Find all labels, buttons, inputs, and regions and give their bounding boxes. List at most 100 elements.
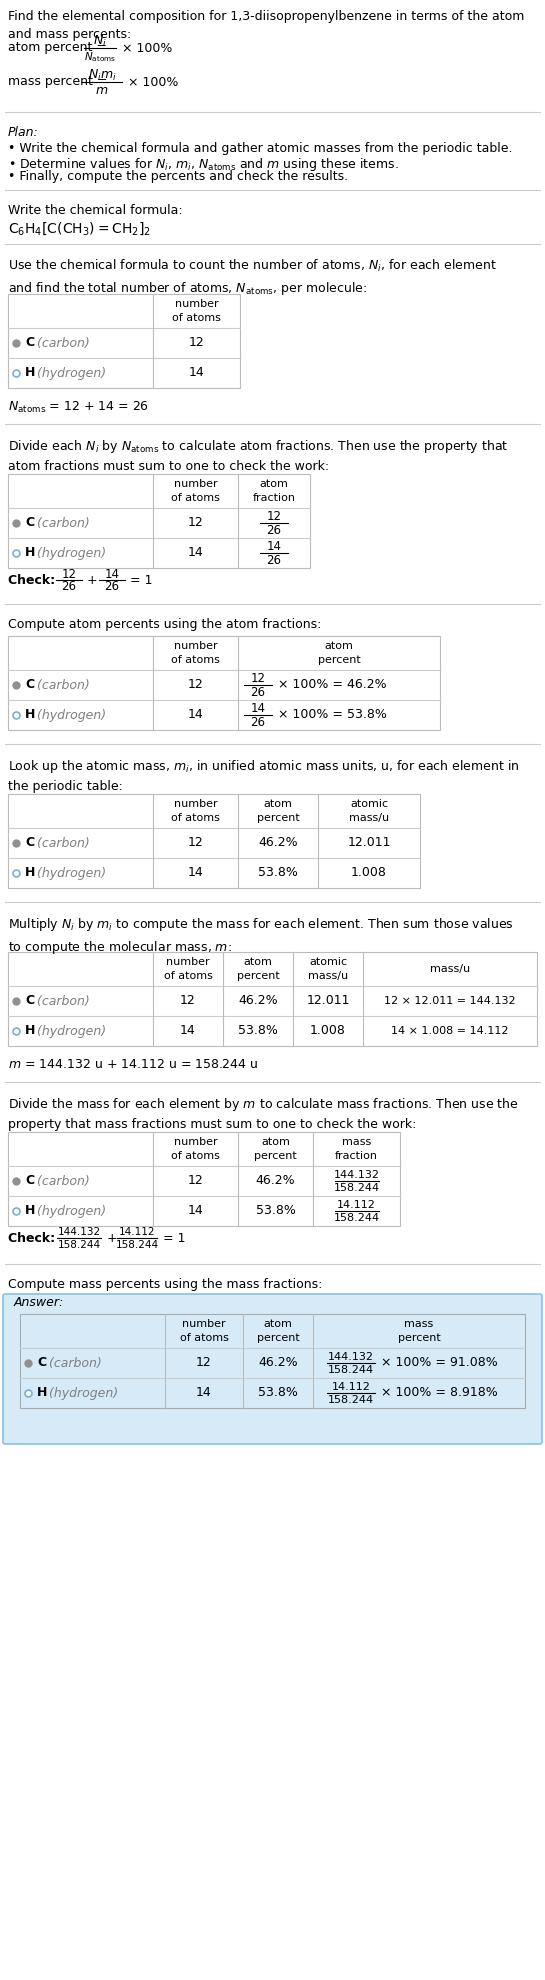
- Text: C: C: [25, 836, 34, 849]
- Text: (hydrogen): (hydrogen): [33, 1024, 106, 1038]
- Text: atom percent =: atom percent =: [8, 42, 111, 55]
- Text: mass
fraction: mass fraction: [335, 1137, 378, 1160]
- Text: 12: 12: [196, 1356, 212, 1370]
- Text: 158.244: 158.244: [334, 1182, 379, 1194]
- Text: number
of atoms: number of atoms: [172, 299, 221, 323]
- Text: 53.8%: 53.8%: [256, 1204, 295, 1218]
- Text: 144.132: 144.132: [328, 1352, 374, 1362]
- FancyBboxPatch shape: [3, 1295, 542, 1443]
- Text: 46.2%: 46.2%: [256, 1174, 295, 1188]
- Text: Check:: Check:: [8, 1232, 59, 1245]
- Text: 26: 26: [251, 715, 265, 729]
- Text: × 100%: × 100%: [128, 75, 178, 89]
- Text: Use the chemical formula to count the number of atoms, $N_i$, for each element
a: Use the chemical formula to count the nu…: [8, 257, 497, 297]
- Text: (carbon): (carbon): [33, 337, 90, 350]
- Text: 158.244: 158.244: [116, 1239, 159, 1249]
- Text: 53.8%: 53.8%: [238, 1024, 278, 1038]
- Text: Divide the mass for each element by $m$ to calculate mass fractions. Then use th: Divide the mass for each element by $m$ …: [8, 1097, 519, 1131]
- Text: atom
percent: atom percent: [237, 958, 280, 980]
- Text: (hydrogen): (hydrogen): [45, 1386, 118, 1400]
- Text: $N_i m_i$: $N_i m_i$: [88, 67, 116, 83]
- Bar: [8, 473, 310, 568]
- Text: Look up the atomic mass, $m_i$, in unified atomic mass units, u, for each elemen: Look up the atomic mass, $m_i$, in unifi…: [8, 758, 519, 794]
- Text: Write the chemical formula:: Write the chemical formula:: [8, 204, 183, 218]
- Text: number
of atoms: number of atoms: [171, 479, 220, 503]
- Bar: [8, 293, 240, 388]
- Text: (carbon): (carbon): [33, 1174, 90, 1188]
- Text: $\mathrm{C_6H_4[C(CH_3){=}CH_2]_2}$: $\mathrm{C_6H_4[C(CH_3){=}CH_2]_2}$: [8, 220, 151, 238]
- Text: H: H: [25, 867, 35, 879]
- Text: 12: 12: [187, 1174, 203, 1188]
- Text: C: C: [25, 1174, 34, 1188]
- Text: (hydrogen): (hydrogen): [33, 546, 106, 560]
- Text: 46.2%: 46.2%: [258, 836, 298, 849]
- Text: 14: 14: [267, 541, 282, 554]
- Text: 12.011: 12.011: [347, 836, 391, 849]
- Text: 12: 12: [187, 517, 203, 529]
- Text: 14: 14: [196, 1386, 212, 1400]
- Text: H: H: [25, 1024, 35, 1038]
- Text: 12: 12: [187, 679, 203, 691]
- Text: (carbon): (carbon): [33, 679, 90, 691]
- Text: 158.244: 158.244: [328, 1364, 374, 1374]
- Text: 26: 26: [62, 580, 76, 594]
- Text: C: C: [25, 679, 34, 691]
- Text: atom
fraction: atom fraction: [252, 479, 295, 503]
- Text: number
of atoms: number of atoms: [164, 958, 213, 980]
- Text: atom
percent: atom percent: [318, 642, 360, 665]
- Text: (carbon): (carbon): [33, 517, 90, 529]
- Bar: [8, 794, 420, 887]
- Text: 14: 14: [187, 1204, 203, 1218]
- Text: 14 × 1.008 = 14.112: 14 × 1.008 = 14.112: [391, 1026, 508, 1036]
- Text: × 100% = 91.08%: × 100% = 91.08%: [381, 1356, 498, 1370]
- Text: 12.011: 12.011: [306, 994, 350, 1008]
- Text: (carbon): (carbon): [33, 836, 90, 849]
- Text: 144.132: 144.132: [57, 1228, 101, 1238]
- Text: H: H: [25, 366, 35, 380]
- Text: 12: 12: [180, 994, 196, 1008]
- Text: 46.2%: 46.2%: [258, 1356, 298, 1370]
- Text: (hydrogen): (hydrogen): [33, 366, 106, 380]
- Text: = 1: = 1: [163, 1232, 185, 1245]
- Text: × 100% = 53.8%: × 100% = 53.8%: [278, 709, 387, 721]
- Text: × 100% = 46.2%: × 100% = 46.2%: [278, 679, 386, 691]
- Text: (hydrogen): (hydrogen): [33, 867, 106, 879]
- Text: 14: 14: [180, 1024, 196, 1038]
- Text: (hydrogen): (hydrogen): [33, 709, 106, 721]
- Text: 14: 14: [187, 867, 203, 879]
- Text: × 100% = 8.918%: × 100% = 8.918%: [381, 1386, 498, 1400]
- Text: (carbon): (carbon): [33, 994, 90, 1008]
- Text: 14: 14: [187, 709, 203, 721]
- Text: Plan:: Plan:: [8, 127, 39, 139]
- Text: atom
percent: atom percent: [257, 1319, 299, 1342]
- Text: $m$ = 144.132 u + 14.112 u = 158.244 u: $m$ = 144.132 u + 14.112 u = 158.244 u: [8, 1057, 258, 1071]
- Text: 12: 12: [187, 836, 203, 849]
- Text: Find the elemental composition for 1,3-diisopropenylbenzene in terms of the atom: Find the elemental composition for 1,3-d…: [8, 10, 524, 42]
- Text: H: H: [37, 1386, 47, 1400]
- Bar: [8, 1133, 400, 1226]
- Text: 26: 26: [267, 554, 282, 566]
- Text: (carbon): (carbon): [45, 1356, 102, 1370]
- Text: 158.244: 158.244: [334, 1214, 379, 1224]
- Text: 14.112: 14.112: [337, 1200, 376, 1210]
- Text: 26: 26: [267, 523, 282, 537]
- Text: 12: 12: [267, 511, 282, 523]
- Text: 14: 14: [105, 568, 119, 580]
- Text: (hydrogen): (hydrogen): [33, 1204, 106, 1218]
- Text: 158.244: 158.244: [328, 1396, 374, 1406]
- Bar: [8, 952, 537, 1045]
- Text: Multiply $N_i$ by $m_i$ to compute the mass for each element. Then sum those val: Multiply $N_i$ by $m_i$ to compute the m…: [8, 917, 514, 956]
- Text: $m$: $m$: [95, 85, 108, 97]
- Text: C: C: [25, 337, 34, 350]
- Text: atom
percent: atom percent: [257, 800, 299, 822]
- Text: Check:: Check:: [8, 574, 59, 586]
- Text: 14: 14: [187, 546, 203, 560]
- Text: mass
percent: mass percent: [398, 1319, 440, 1342]
- Text: Compute atom percents using the atom fractions:: Compute atom percents using the atom fra…: [8, 618, 322, 632]
- Text: 14.112: 14.112: [119, 1228, 155, 1238]
- Text: 12: 12: [189, 337, 204, 350]
- Text: H: H: [25, 546, 35, 560]
- Text: $N_{\mathrm{atoms}}$ = 12 + 14 = 26: $N_{\mathrm{atoms}}$ = 12 + 14 = 26: [8, 400, 149, 416]
- Bar: [8, 636, 440, 731]
- Text: number
of atoms: number of atoms: [171, 1137, 220, 1160]
